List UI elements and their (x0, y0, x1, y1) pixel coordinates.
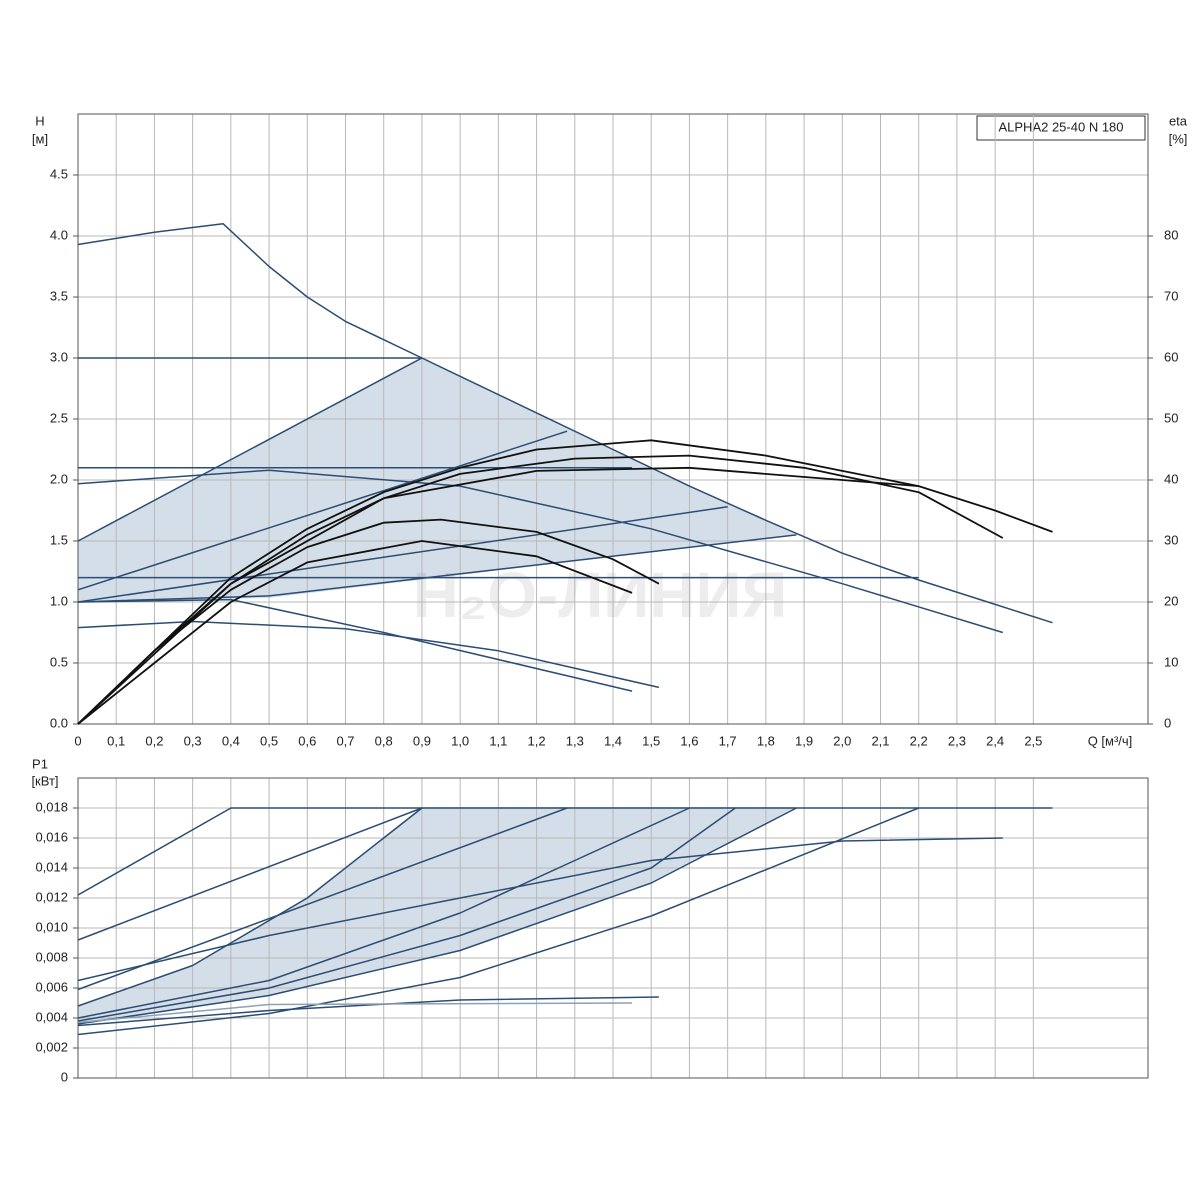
curve (77, 807, 736, 1022)
y2-axis-label: eta (1169, 113, 1188, 128)
x-tick-label: 0,4 (222, 733, 240, 748)
x-axis-label: Q [м³/ч] (1088, 733, 1133, 748)
curve (77, 620, 660, 689)
x-tick-label: 0,2 (145, 733, 163, 748)
x-tick-label: 1,9 (795, 733, 813, 748)
x-tick-label: 2,1 (871, 733, 889, 748)
curve (77, 506, 728, 603)
y-tick-label: 0,014 (35, 859, 68, 874)
plot-frame (77, 113, 1149, 725)
y-tick-label: 0,004 (35, 1009, 68, 1024)
curve (77, 837, 1003, 982)
chart-title: ALPHA2 25-40 N 180 (998, 119, 1123, 134)
y-tick-label: 2.5 (50, 410, 68, 425)
y2-tick-label: 0 (1164, 715, 1171, 730)
y2-tick-label: 80 (1164, 227, 1178, 242)
x-tick-label: 2,5 (1024, 733, 1042, 748)
y-tick-label: 0.5 (50, 654, 68, 669)
x-tick-label: 1,3 (566, 733, 584, 748)
x-tick-label: 2,4 (986, 733, 1004, 748)
y2-tick-label: 30 (1164, 532, 1178, 547)
x-tick-label: 0,7 (336, 733, 354, 748)
curve (77, 469, 1004, 634)
plot-frame (77, 777, 1149, 1079)
curve (77, 1002, 633, 1024)
x-tick-label: 1,0 (451, 733, 469, 748)
curve (77, 996, 659, 1027)
curve (77, 430, 568, 591)
y-tick-label: 2.0 (50, 471, 68, 486)
x-tick-label: 2,0 (833, 733, 851, 748)
curve (77, 807, 797, 1025)
y-axis-label: H (35, 113, 44, 128)
curve (77, 534, 797, 603)
y-tick-label: 0 (61, 1069, 68, 1084)
y2-tick-label: 10 (1164, 654, 1178, 669)
y-tick-label: 3.0 (50, 349, 68, 364)
curve (77, 807, 690, 1019)
curve (77, 807, 423, 1007)
x-tick-label: 0,8 (375, 733, 393, 748)
y-axis-label: P1 (32, 756, 48, 771)
title-box (976, 115, 1146, 141)
x-tick-label: 0,9 (413, 733, 431, 748)
curve (77, 807, 1053, 896)
x-tick-label: 0,3 (184, 733, 202, 748)
y-tick-label: 0,012 (35, 889, 68, 904)
x-tick-label: 0,6 (298, 733, 316, 748)
x-tick-label: 0,1 (107, 733, 125, 748)
curve (77, 807, 568, 991)
watermark: H₂O-ЛИНИЯ (413, 559, 788, 631)
x-tick-label: 1,4 (604, 733, 622, 748)
curve (77, 357, 423, 542)
y-tick-label: 4.5 (50, 166, 68, 181)
y-tick-label: 1.0 (50, 593, 68, 608)
y-tick-label: 0,002 (35, 1039, 68, 1054)
x-tick-label: 1,6 (680, 733, 698, 748)
x-tick-label: 2,2 (910, 733, 928, 748)
y-tick-label: 0.0 (50, 715, 68, 730)
y-tick-label: 3.5 (50, 288, 68, 303)
x-tick-label: 1,2 (528, 733, 546, 748)
y-tick-label: 0,016 (35, 829, 68, 844)
y-tick-label: 4.0 (50, 227, 68, 242)
y-tick-label: 0,008 (35, 949, 68, 964)
power-area (78, 807, 796, 1024)
y-tick-label: 0,006 (35, 979, 68, 994)
x-tick-label: 1,8 (757, 733, 775, 748)
curve (77, 807, 423, 941)
curve (77, 807, 919, 1036)
curve (77, 598, 633, 692)
x-tick-label: 2,3 (948, 733, 966, 748)
y-tick-label: 0,010 (35, 919, 68, 934)
y-tick-label: 1.5 (50, 532, 68, 547)
y2-tick-label: 60 (1164, 349, 1178, 364)
efficiency-curve (77, 518, 660, 725)
x-tick-label: 1,1 (489, 733, 507, 748)
y-tick-label: 0,018 (35, 799, 68, 814)
y2-tick-label: 20 (1164, 593, 1178, 608)
x-tick-label: 0,5 (260, 733, 278, 748)
x-tick-label: 0 (74, 733, 81, 748)
x-tick-label: 1,7 (719, 733, 737, 748)
y2-tick-label: 70 (1164, 288, 1178, 303)
y-axis-unit: [кВт] (31, 773, 58, 788)
efficiency-curve (77, 540, 633, 725)
y-axis-unit: [м] (32, 131, 48, 146)
y2-axis-unit: [%] (1169, 131, 1188, 146)
y2-tick-label: 50 (1164, 410, 1178, 425)
x-tick-label: 1,5 (642, 733, 660, 748)
efficiency-curve (77, 466, 919, 725)
y2-tick-label: 40 (1164, 471, 1178, 486)
